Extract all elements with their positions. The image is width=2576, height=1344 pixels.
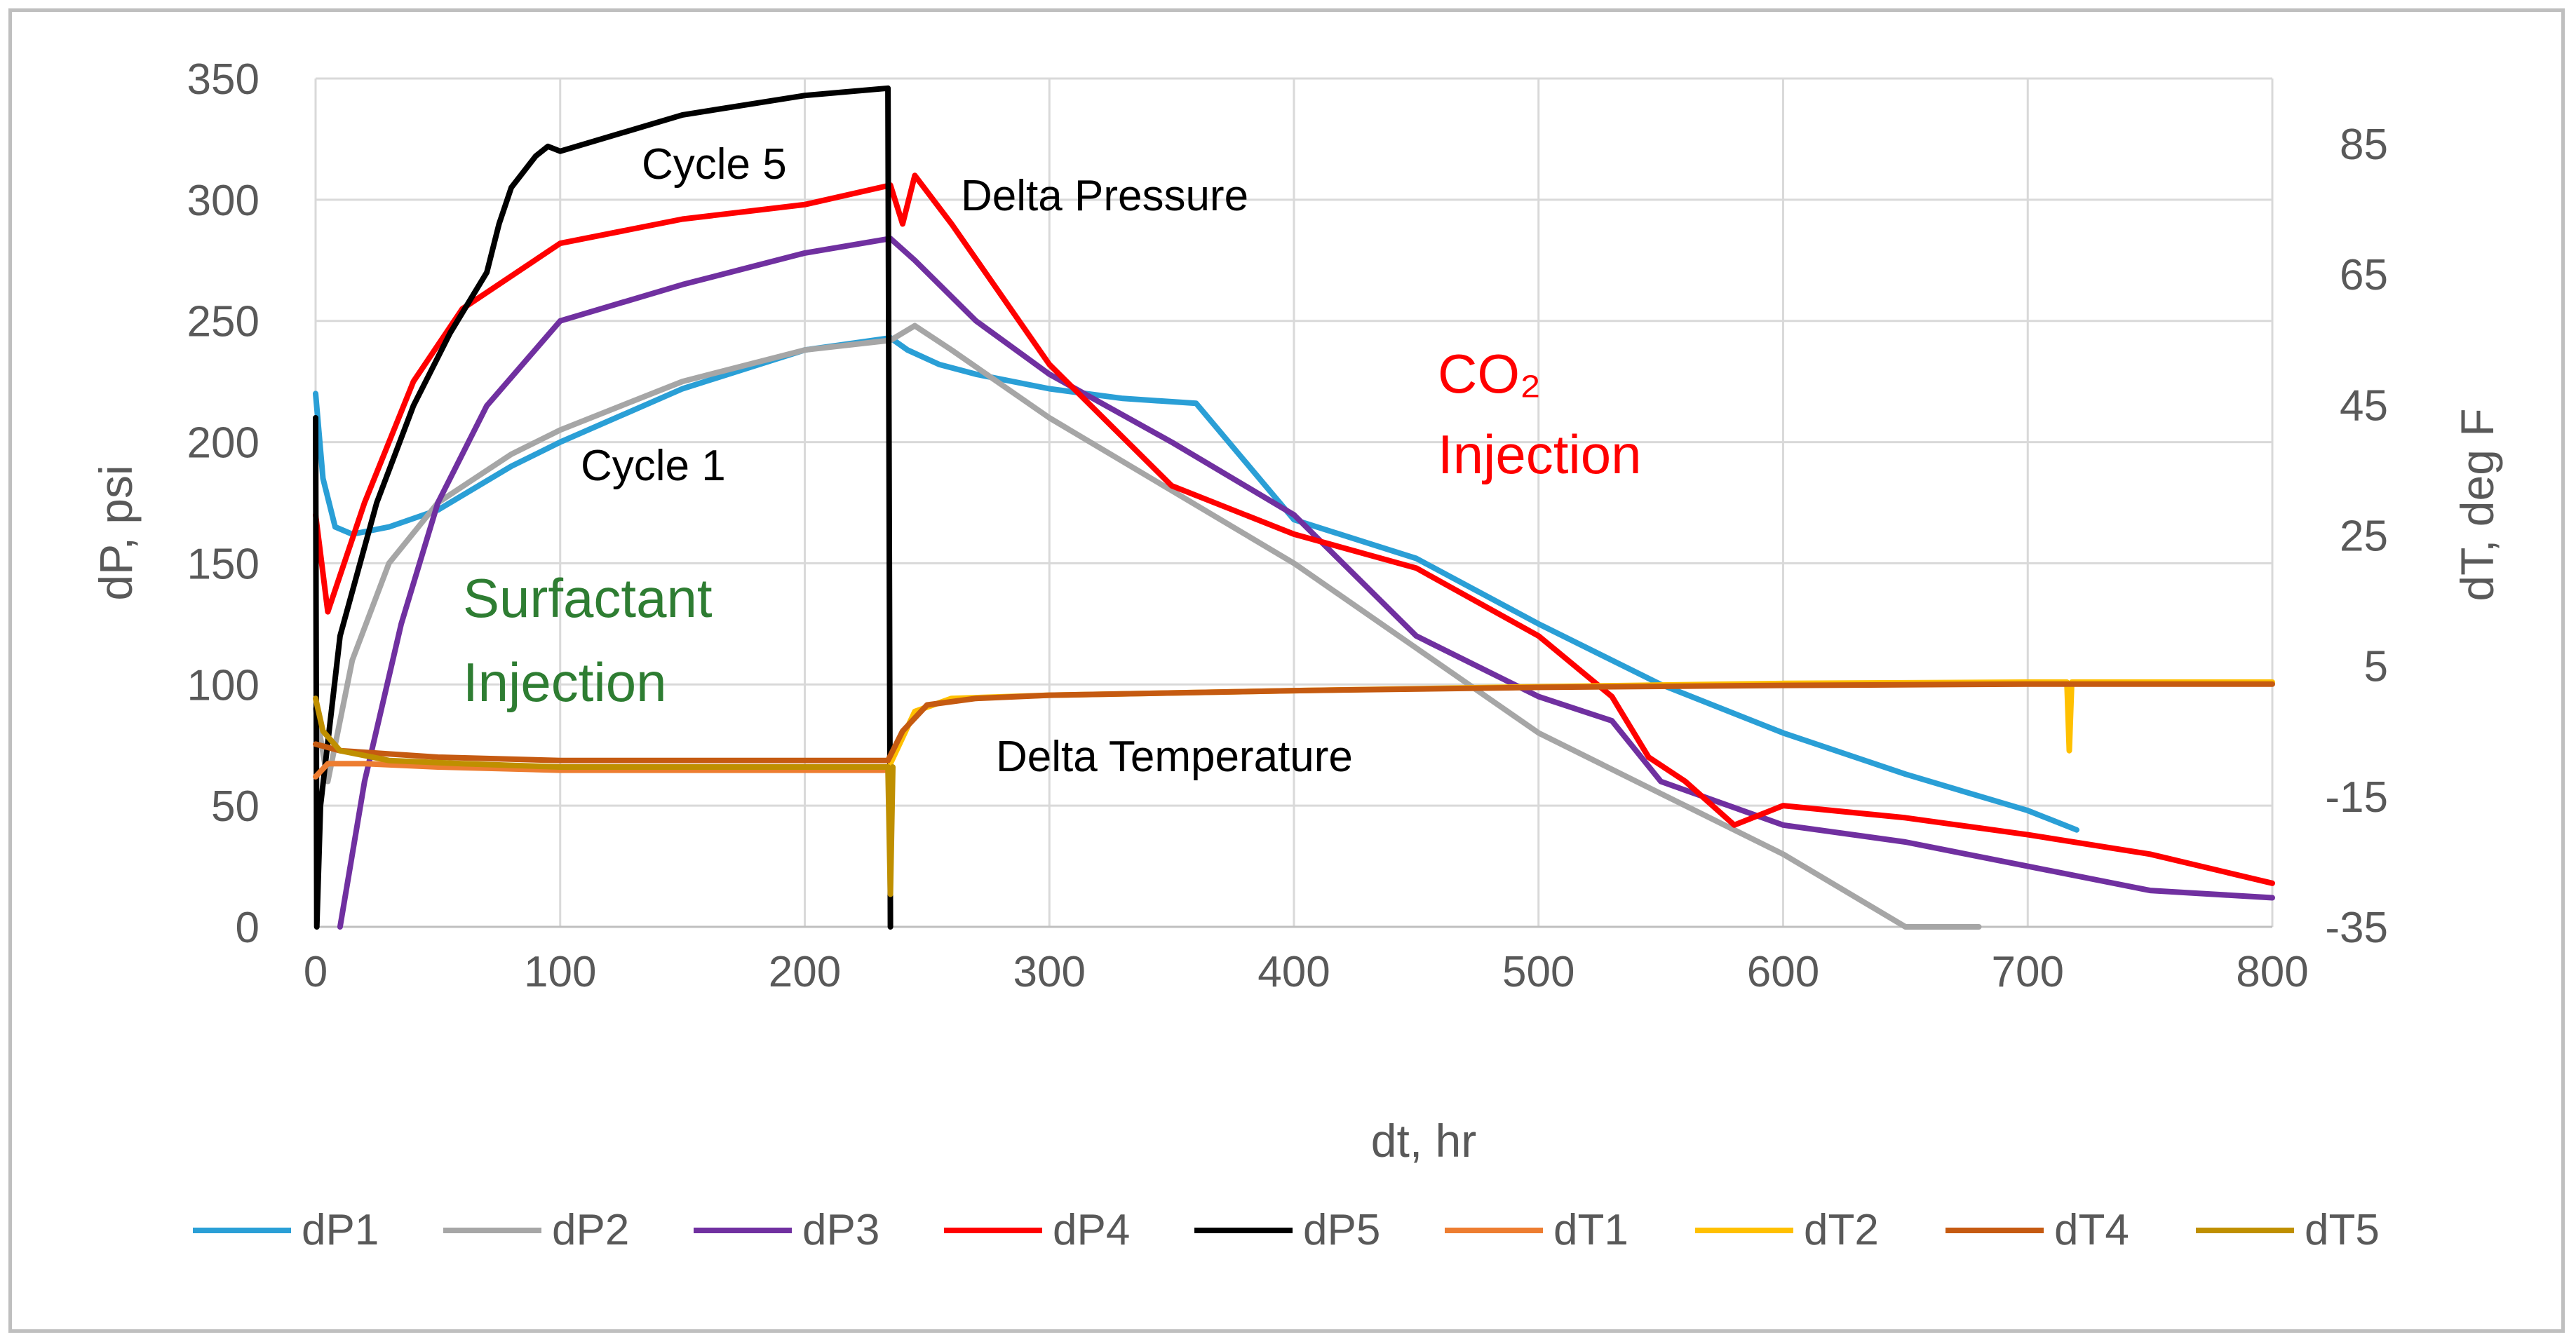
series-dp5 <box>313 85 893 930</box>
y2-tick-label: 25 <box>2340 513 2388 561</box>
legend: dP1 dP2 dP3 dP4 dP5 dT1 dT2 dT4 dT5 <box>193 1206 2380 1254</box>
legend-label-dp3: dP3 <box>802 1206 879 1254</box>
y-tick-label: 150 <box>187 540 259 588</box>
annotation-surfactant: Surfactant <box>463 567 713 629</box>
annotation-cycle-1: Cycle 1 <box>581 442 726 490</box>
y2-tick-label: 5 <box>2364 643 2388 691</box>
x-tick-label: 0 <box>304 948 328 996</box>
series-lines <box>313 85 2275 930</box>
y2-tick-label: -15 <box>2325 773 2388 822</box>
x-tick-label: 600 <box>1747 948 1819 996</box>
x-tick-label: 700 <box>1992 948 2064 996</box>
annotation-cycle-5: Cycle 5 <box>642 140 787 189</box>
series-dp4 <box>313 172 2275 886</box>
y2-tick-label: -35 <box>2325 904 2388 952</box>
series-dt5 <box>313 695 896 897</box>
legend-label-dp2: dP2 <box>552 1206 629 1254</box>
legend-label-dp5: dP5 <box>1303 1206 1380 1254</box>
legend-label-dt2: dT2 <box>1804 1206 1879 1254</box>
annotation-co2: CO₂ <box>1438 343 1541 405</box>
y-tick-label: 100 <box>187 661 259 710</box>
axes: 0 100 200 300 400 500 600 700 800 0 50 100 150 200 250… <box>187 55 2388 996</box>
y2-tick-label: 45 <box>2340 381 2388 430</box>
annotation-surfactant-injection: Injection <box>463 651 667 713</box>
y-tick-label: 200 <box>187 419 259 468</box>
chart-frame <box>8 8 2565 1333</box>
legend-label-dt5: dT5 <box>2305 1206 2380 1254</box>
x-tick-label: 400 <box>1257 948 1330 996</box>
series-dt4 <box>313 681 2275 763</box>
legend-label-dp1: dP1 <box>302 1206 379 1254</box>
series-dt1 <box>313 761 891 780</box>
x-tick-label: 100 <box>524 948 596 996</box>
legend-label-dt1: dT1 <box>1553 1206 1628 1254</box>
y-tick-label: 250 <box>187 298 259 346</box>
y-tick-label: 300 <box>187 177 259 225</box>
x-tick-label: 800 <box>2236 948 2308 996</box>
x-axis-title: dt, hr <box>1371 1115 1476 1167</box>
gridlines <box>314 77 2274 928</box>
annotation-delta-temperature: Delta Temperature <box>996 733 1353 781</box>
y-axis-title: dP, psi <box>90 465 142 600</box>
legend-label-dp4: dP4 <box>1053 1206 1130 1254</box>
y2-tick-label: 85 <box>2340 121 2388 169</box>
y-tick-label: 350 <box>187 55 259 104</box>
legend-label-dt4: dT4 <box>2054 1206 2129 1254</box>
y2-tick-label: 65 <box>2340 251 2388 299</box>
x-tick-label: 300 <box>1013 948 1086 996</box>
x-tick-label: 200 <box>769 948 841 996</box>
annotation-co2-injection: Injection <box>1438 423 1642 485</box>
y-tick-label: 50 <box>211 782 259 831</box>
y2-axis-title: dT, deg F <box>2451 408 2503 601</box>
series-dp3 <box>337 236 2275 930</box>
annotation-delta-pressure: Delta Pressure <box>961 172 1248 220</box>
series-dp2 <box>313 323 1982 930</box>
y-tick-label: 0 <box>236 904 259 952</box>
x-tick-label: 500 <box>1502 948 1574 996</box>
